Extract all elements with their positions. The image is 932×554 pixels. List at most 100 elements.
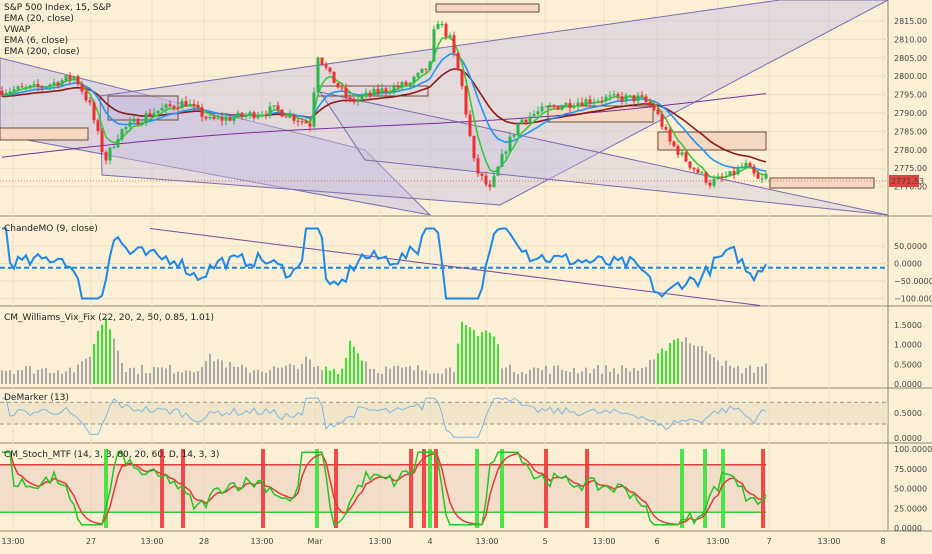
legend-vwap[interactable]: VWAP: [4, 25, 31, 35]
vix-bar: [53, 372, 55, 384]
candle-body: [476, 158, 480, 174]
candle-body: [176, 108, 180, 110]
candle-body: [464, 86, 468, 115]
x-axis-label: 13:00: [475, 537, 498, 546]
chande-line: [2, 227, 767, 300]
candle-body: [252, 112, 256, 119]
vix-bar: [265, 372, 267, 384]
vix-bar: [637, 370, 639, 384]
vix-bar: [757, 367, 759, 384]
candle-body: [256, 115, 260, 119]
candle-body: [716, 176, 720, 180]
candle-body: [560, 106, 564, 110]
x-axis-label: 13:00: [706, 537, 729, 546]
vix-bar: [301, 363, 303, 384]
vix-bar: [661, 348, 663, 384]
vix-bar: [365, 361, 367, 384]
candle-body: [436, 24, 440, 30]
price-tick-label: 2795.00: [894, 91, 927, 100]
candle-body: [12, 89, 16, 92]
vix-bar: [33, 373, 35, 384]
candle-body: [740, 166, 744, 168]
candle-body: [336, 83, 340, 88]
candle-body: [312, 92, 316, 127]
candle-body: [120, 128, 124, 140]
vix-bar: [517, 374, 519, 384]
vix-bar: [713, 357, 715, 384]
vix-bar: [613, 368, 615, 384]
candle-body: [288, 114, 292, 118]
demarker-title[interactable]: DeMarker (13): [4, 393, 69, 403]
candle-body: [248, 112, 252, 116]
vix-bar: [437, 373, 439, 384]
vix-tick-label: 0.5000: [894, 360, 922, 369]
vix-bar: [241, 364, 243, 384]
candle-body: [164, 104, 168, 108]
last-price-badge: [889, 174, 919, 187]
candle-body: [596, 100, 600, 102]
candle-body: [644, 96, 648, 103]
vix-bar: [77, 364, 79, 384]
vix-bar: [653, 359, 655, 384]
price-tick-label: 2780.00: [894, 146, 927, 155]
x-axis-label: 8: [880, 537, 885, 546]
vix-bar: [597, 365, 599, 384]
candle-body: [556, 106, 560, 110]
candle-body: [384, 88, 388, 93]
candle-body: [456, 52, 460, 71]
vix-bar: [417, 365, 419, 384]
legend-ema20[interactable]: EMA (20, close): [4, 14, 74, 24]
candle-body: [8, 91, 12, 94]
vix-bar: [337, 374, 339, 384]
stoch-signal-green: [104, 449, 108, 528]
vix-bar: [165, 368, 167, 384]
candle-body: [352, 99, 356, 102]
vix-bar: [501, 368, 503, 384]
candle-body: [360, 96, 364, 100]
candle-body: [732, 171, 736, 175]
candle-body: [48, 84, 52, 87]
demarker-tick-label: 0.0000: [894, 434, 922, 443]
vix-bar: [509, 364, 511, 384]
vix-bar: [645, 367, 647, 384]
candle-body: [60, 80, 64, 86]
candle-body: [132, 119, 136, 122]
candle-body: [472, 135, 476, 159]
vix-legend: CM_Williams_Vix_Fix (22, 20, 2, 50, 0.85…: [4, 313, 214, 324]
legend-symbol[interactable]: S&P 500 Index, 15, S&P: [4, 3, 111, 13]
legend-ema200[interactable]: EMA (200, close): [4, 47, 80, 57]
candle-body: [468, 114, 472, 136]
candle-body: [696, 169, 700, 173]
vix-title[interactable]: CM_Williams_Vix_Fix (22, 20, 2, 50, 0.85…: [4, 313, 215, 323]
vix-bar: [697, 346, 699, 384]
vix-bar: [357, 353, 359, 384]
chande-title[interactable]: ChandeMO (9, close): [4, 224, 98, 234]
candle-body: [568, 102, 572, 108]
stoch-signal-red: [334, 449, 338, 528]
candle-body: [396, 86, 400, 88]
stoch-legend: CM_Stoch_MTF (14, 3, 3, 80, 20, 60, D, 1…: [4, 450, 219, 461]
stoch-signal-green: [428, 449, 432, 528]
vix-bar: [329, 370, 331, 384]
candle-body: [4, 93, 8, 96]
stoch-signal-red: [761, 449, 765, 528]
x-axis-label: Mar: [307, 537, 323, 546]
candle-body: [564, 102, 568, 107]
candle-body: [516, 123, 520, 135]
candle-body: [548, 106, 552, 108]
candle-body: [308, 123, 312, 127]
vix-bar: [29, 366, 31, 384]
vix-bar: [125, 371, 127, 384]
stoch-title[interactable]: CM_Stoch_MTF (14, 3, 3, 80, 20, 60, D, 1…: [4, 450, 220, 460]
demarker-line: [2, 397, 767, 438]
price-tick-label: 2800.00: [894, 72, 927, 81]
candle-body: [412, 76, 416, 83]
candle-body: [296, 120, 300, 122]
vix-bar: [577, 373, 579, 384]
candle-body: [632, 95, 636, 102]
vix-bar: [733, 367, 735, 384]
vix-bar: [37, 369, 39, 384]
legend-ema6[interactable]: EMA (6, close): [4, 36, 69, 46]
candle-body: [104, 152, 108, 161]
